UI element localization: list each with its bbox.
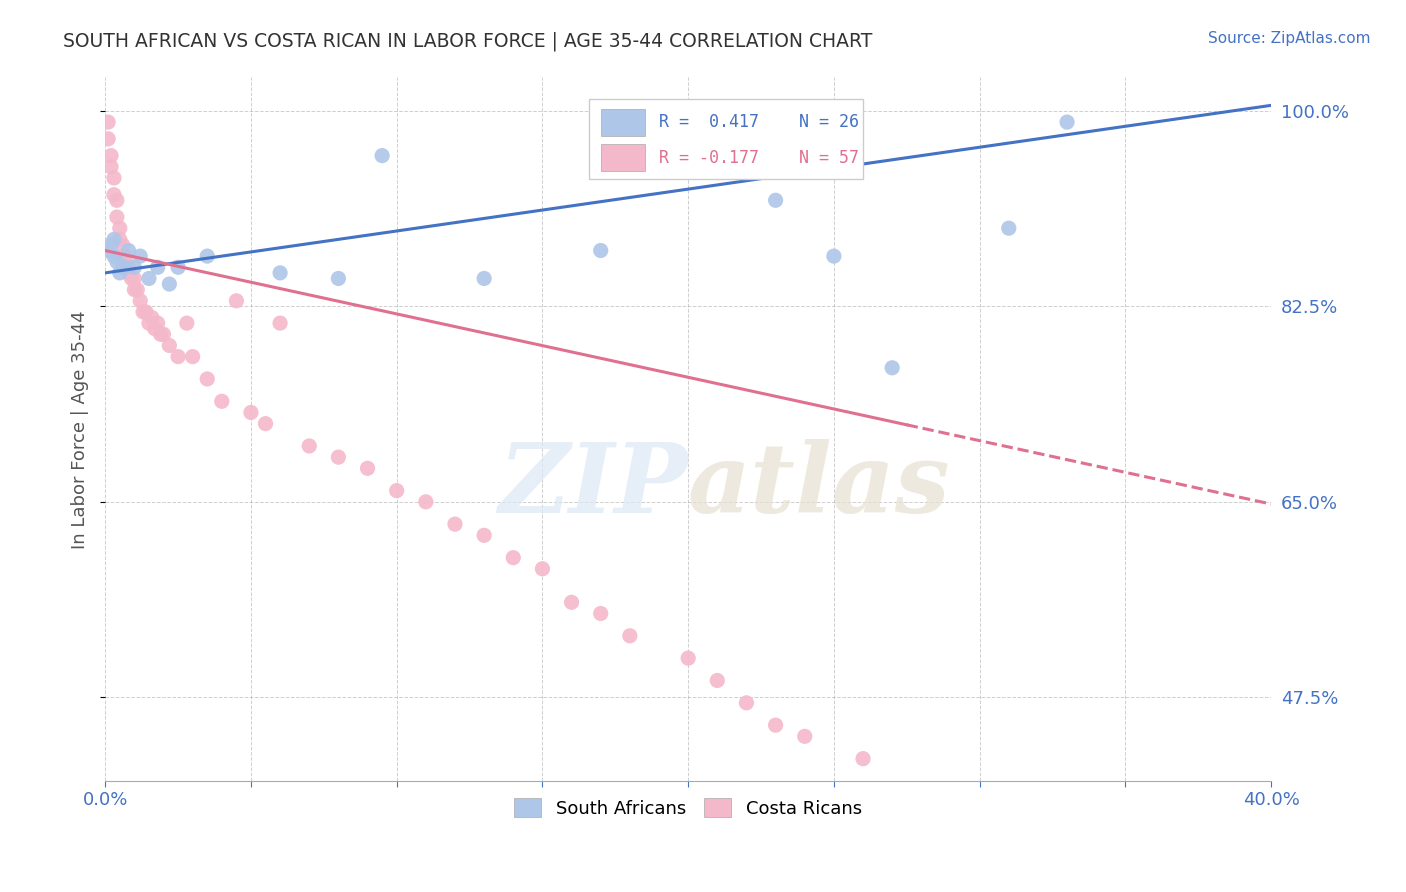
Point	[328, 271, 350, 285]
Point	[225, 293, 247, 308]
Point	[167, 260, 190, 275]
Point	[531, 562, 554, 576]
Point	[765, 194, 787, 208]
Point	[97, 115, 120, 129]
Point	[117, 266, 139, 280]
Point	[167, 350, 190, 364]
Point	[385, 483, 408, 498]
Point	[100, 148, 122, 162]
Point	[619, 629, 641, 643]
Point	[176, 316, 198, 330]
Point	[502, 550, 524, 565]
Point	[103, 187, 125, 202]
Point	[124, 260, 146, 275]
Point	[239, 405, 262, 419]
Point	[561, 595, 583, 609]
Point	[997, 221, 1019, 235]
Point	[152, 327, 174, 342]
Point	[211, 394, 233, 409]
Text: atlas: atlas	[688, 439, 950, 533]
Point	[472, 271, 495, 285]
Text: Source: ZipAtlas.com: Source: ZipAtlas.com	[1208, 31, 1371, 46]
Point	[793, 729, 815, 743]
Point	[129, 293, 152, 308]
Point	[132, 305, 155, 319]
Point	[108, 266, 131, 280]
Point	[146, 316, 169, 330]
Point	[356, 461, 378, 475]
Point	[105, 210, 128, 224]
Y-axis label: In Labor Force | Age 35-44: In Labor Force | Age 35-44	[72, 310, 89, 549]
Point	[138, 316, 160, 330]
Point	[114, 260, 136, 275]
Point	[415, 495, 437, 509]
Point	[100, 160, 122, 174]
Point	[706, 673, 728, 688]
Point	[105, 194, 128, 208]
Point	[114, 249, 136, 263]
Point	[129, 249, 152, 263]
Point	[111, 238, 134, 252]
Point	[1056, 115, 1078, 129]
Point	[103, 232, 125, 246]
Point	[298, 439, 321, 453]
Point	[127, 283, 149, 297]
Point	[444, 517, 467, 532]
Point	[117, 244, 139, 258]
Point	[146, 260, 169, 275]
Point	[108, 232, 131, 246]
Point	[589, 244, 612, 258]
Point	[195, 372, 218, 386]
Point	[735, 696, 758, 710]
Point	[138, 271, 160, 285]
Point	[117, 260, 139, 275]
Point	[103, 249, 125, 263]
Point	[328, 450, 350, 464]
Point	[254, 417, 277, 431]
Point	[97, 244, 120, 258]
Point	[149, 327, 172, 342]
Text: R = -0.177    N = 57: R = -0.177 N = 57	[659, 149, 859, 167]
Point	[823, 249, 845, 263]
Point	[100, 238, 122, 252]
FancyBboxPatch shape	[600, 145, 645, 171]
Point	[143, 322, 166, 336]
Point	[124, 271, 146, 285]
Point	[105, 254, 128, 268]
Legend: South Africans, Costa Ricans: South Africans, Costa Ricans	[508, 791, 869, 825]
Point	[103, 170, 125, 185]
Point	[120, 271, 142, 285]
FancyBboxPatch shape	[589, 98, 863, 179]
Point	[141, 310, 163, 325]
FancyBboxPatch shape	[600, 109, 645, 136]
Point	[108, 221, 131, 235]
Point	[472, 528, 495, 542]
Point	[269, 266, 291, 280]
Point	[135, 305, 157, 319]
Point	[852, 752, 875, 766]
Point	[195, 249, 218, 263]
Point	[269, 316, 291, 330]
Point	[111, 249, 134, 263]
Point	[765, 718, 787, 732]
Point	[676, 651, 699, 665]
Text: ZIP: ZIP	[499, 439, 688, 533]
Point	[97, 132, 120, 146]
Point	[157, 277, 180, 291]
Text: SOUTH AFRICAN VS COSTA RICAN IN LABOR FORCE | AGE 35-44 CORRELATION CHART: SOUTH AFRICAN VS COSTA RICAN IN LABOR FO…	[63, 31, 873, 51]
Point	[111, 260, 134, 275]
Point	[589, 607, 612, 621]
Point	[371, 148, 394, 162]
Text: R =  0.417    N = 26: R = 0.417 N = 26	[659, 113, 859, 131]
Point	[124, 283, 146, 297]
Point	[157, 338, 180, 352]
Point	[114, 254, 136, 268]
Point	[181, 350, 204, 364]
Point	[882, 360, 904, 375]
